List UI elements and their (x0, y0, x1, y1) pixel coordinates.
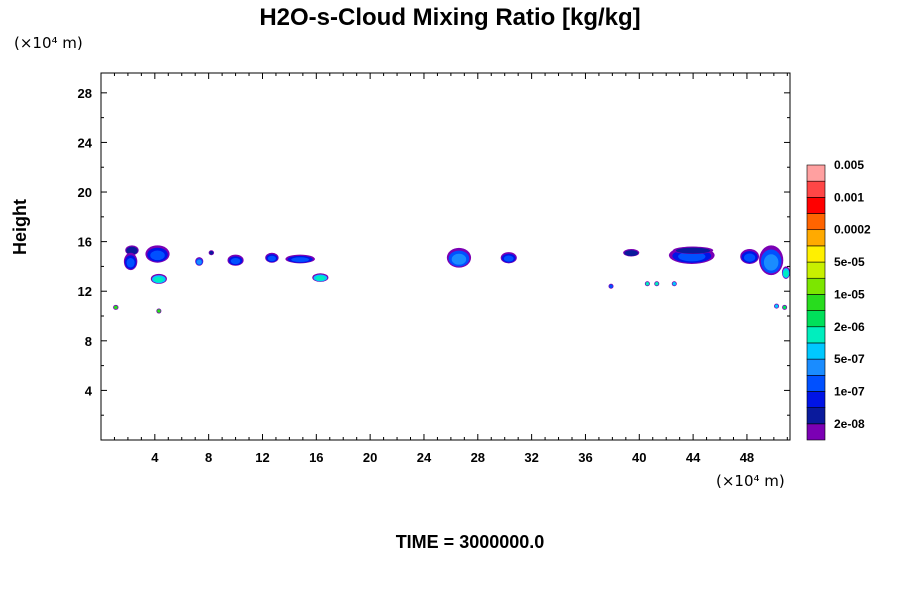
colorbar-label: 2e-08 (834, 417, 865, 431)
cloud-patch-21 (740, 249, 760, 264)
x-tick-label: 48 (740, 450, 754, 465)
cloud-patch-1 (123, 252, 138, 271)
cloud-patch-18 (671, 281, 677, 287)
cloud-patch-24 (774, 303, 780, 309)
x-tick-label: 36 (578, 450, 592, 465)
cloud-patch-2 (145, 245, 170, 263)
x-tick-label: 16 (309, 450, 323, 465)
y-tick-label: 4 (85, 383, 93, 398)
x-tick-label: 12 (255, 450, 269, 465)
colorbar-swatch (806, 342, 826, 360)
y-axis: 4 8 12 16 20 24 28 (78, 86, 790, 416)
cloud-patch-15 (623, 249, 640, 257)
x-tick-label: 28 (471, 450, 485, 465)
x-tick-label: 8 (205, 450, 212, 465)
colorbar-swatch (806, 164, 826, 182)
colorbar-swatch (806, 374, 826, 392)
colorbar-swatch (806, 197, 826, 214)
cloud-patch-20 (672, 246, 714, 255)
cloud-patch-14 (608, 283, 614, 289)
cloud-patch-23 (781, 266, 790, 279)
cloud-patch-10 (285, 254, 315, 264)
cloud-patch-12 (446, 247, 472, 268)
y-tick-label: 16 (78, 235, 92, 250)
colorbar-swatch (806, 213, 826, 231)
cloud-patch-17 (654, 281, 660, 287)
cloud-patch-16 (644, 281, 650, 287)
x-tick-label: 20 (363, 450, 377, 465)
x-tick-label: 44 (686, 450, 701, 465)
colorbar-label: 0.0002 (834, 223, 871, 237)
cloud-patch-3 (150, 273, 167, 284)
y-tick-label: 20 (78, 185, 92, 200)
y-tick-label: 12 (78, 284, 92, 299)
x-tick-label: 40 (632, 450, 646, 465)
x-tick-label: 4 (151, 450, 159, 465)
cloud-patch-7 (208, 250, 215, 256)
y-tick-label: 28 (78, 86, 92, 101)
x-axis: 4 8 12 16 20 24 28 32 36 40 44 48 (113, 73, 788, 465)
cloud-patch-6 (195, 257, 204, 266)
y-tick-label: 8 (85, 334, 92, 349)
colorbar-swatch (806, 180, 826, 198)
colorbar-label: 5e-07 (834, 352, 865, 366)
cloud-field (113, 245, 790, 314)
cloud-patch-13 (500, 252, 517, 264)
time-label: TIME = 3000000.0 (395, 532, 545, 552)
x-tick-label: 24 (417, 450, 432, 465)
colorbar-label: 5e-05 (834, 255, 865, 269)
colorbar-label: 1e-05 (834, 287, 865, 301)
y-tick-label: 24 (78, 135, 93, 150)
x-axis-unit: (×10⁴ m) (716, 472, 785, 490)
cloud-patch-5 (156, 308, 162, 314)
cloud-patch-8 (227, 254, 244, 266)
colorbar-swatch (806, 358, 826, 376)
colorbar-label: 0.005 (834, 158, 864, 172)
colorbar-label: 0.001 (834, 190, 864, 204)
chart-title: H2O-s-Cloud Mixing Ratio [kg/kg] (259, 4, 641, 31)
colorbar-swatch (806, 245, 826, 263)
cloud-patch-0 (125, 245, 139, 256)
cloud-patch-9 (265, 252, 279, 263)
cloud-patch-11 (312, 273, 329, 282)
colorbar-swatch (806, 391, 826, 408)
colorbar-swatch (806, 229, 826, 247)
cloud-patch-4 (113, 304, 119, 310)
cloud-patch-25 (782, 304, 788, 310)
x-tick-label: 32 (524, 450, 538, 465)
cloud-patch-22 (759, 245, 784, 276)
colorbar-swatch (806, 423, 826, 441)
colorbar-swatch (806, 294, 826, 311)
plot-frame (100, 72, 791, 441)
colorbar-swatch (806, 261, 826, 279)
colorbar-swatch (806, 310, 826, 328)
colorbar: 2e-08 1e-07 5e-07 2e-06 1e-05 5e-05 0.0002 0.00… (806, 158, 871, 441)
colorbar-swatch (806, 407, 826, 425)
colorbar-swatch (806, 326, 826, 344)
colorbar-label: 2e-06 (834, 320, 865, 334)
y-axis-unit: (×10⁴ m) (14, 34, 83, 52)
colorbar-label: 1e-07 (834, 384, 865, 398)
colorbar-swatch (806, 277, 826, 295)
